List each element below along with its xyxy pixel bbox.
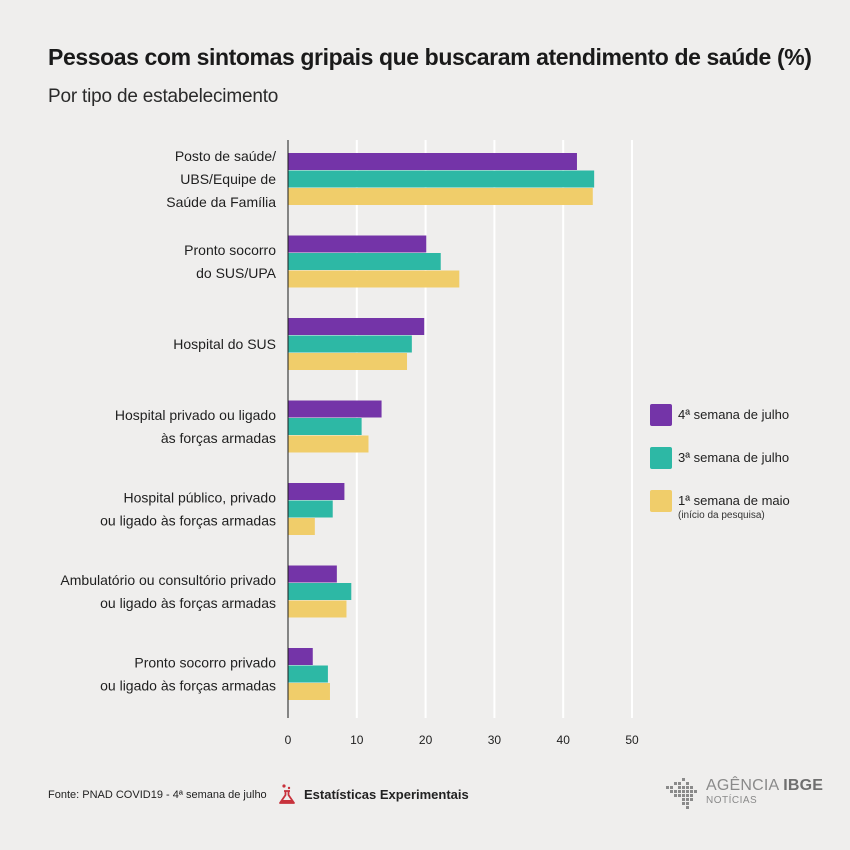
x-tick-label-40: 40 [557, 733, 571, 747]
brand-subtitle: NOTÍCIAS [706, 795, 758, 806]
experimental-statistics-label: Estatísticas Experimentais [304, 786, 469, 802]
ibge-logo-icon [666, 778, 697, 809]
legend-swatch-series-3 [650, 490, 672, 512]
bar-6-series-3 [288, 600, 347, 618]
bar-5-series-2 [288, 500, 333, 518]
agencia-ibge-logo: AGÊNCIA IBGE NOTÍCIAS [666, 778, 823, 812]
category-label-2: Pronto socorro do SUS/UPA [184, 242, 276, 281]
bar-1-series-2 [288, 170, 595, 188]
legend-item-series-1: 4ª semana de julho [650, 404, 789, 426]
legend-swatch-series-2 [650, 447, 672, 469]
category-label-7: Pronto socorro privado ou ligado às força… [100, 655, 276, 694]
bar-7-series-3 [288, 683, 330, 700]
category-label-3: Hospital do SUS [173, 336, 276, 352]
legend-item-series-3: 1ª semana de maio (início da pesquisa) [650, 490, 790, 523]
bar-4-series-2 [288, 418, 362, 435]
legend-note-series-3: (início da pesquisa) [678, 510, 765, 521]
experimental-statistics-badge: Estatísticas Experimentais [278, 783, 469, 805]
bar-6-series-1 [288, 565, 337, 583]
bar-5-series-3 [288, 518, 315, 535]
legend-item-series-2: 3ª semana de julho [650, 447, 789, 469]
legend-label-series-1: 4ª semana de julho [678, 407, 790, 422]
legend-swatch-series-1 [650, 404, 672, 426]
bar-3-series-2 [288, 335, 412, 353]
bar-4-series-3 [288, 435, 369, 453]
legend-label-series-3: 1ª semana de maio [678, 493, 790, 508]
bar-2-series-1 [288, 235, 427, 253]
bar-2-series-2 [288, 253, 441, 270]
category-label-1: Posto de saúde/UBS/Equipe de Saúde da Fam… [166, 148, 276, 210]
x-tick-label-50: 50 [625, 733, 639, 747]
category-label-5: Hospital público, privado ou ligado às fo… [100, 490, 276, 529]
bar-1-series-3 [288, 188, 593, 205]
bar-7-series-2 [288, 665, 328, 683]
bar-2-series-3 [288, 270, 460, 288]
bar-3-series-1 [288, 318, 425, 335]
x-tick-label-30: 30 [488, 733, 502, 747]
chart-title: Pessoas com sintomas gripais que buscara… [48, 44, 812, 70]
brand-prefix: AGÊNCIA [706, 777, 779, 794]
bar-1-series-1 [288, 153, 577, 170]
brand-name: IBGE [783, 777, 824, 794]
chart-subtitle: Por tipo de estabelecimento [48, 86, 279, 107]
x-tick-label-10: 10 [350, 733, 364, 747]
bar-6-series-2 [288, 583, 352, 600]
legend-label-series-2: 3ª semana de julho [678, 450, 790, 465]
x-tick-label-20: 20 [419, 733, 433, 747]
bar-7-series-1 [288, 648, 313, 665]
x-tick-label-0: 0 [285, 733, 292, 747]
category-label-6: Ambulatório ou consultório privado ou lig… [60, 572, 276, 611]
bar-4-series-1 [288, 400, 382, 418]
bar-5-series-1 [288, 483, 345, 500]
flask-icon [279, 784, 295, 804]
category-label-4: Hospital privado ou ligado às forças arma… [115, 407, 276, 446]
source-note: Fonte: PNAD COVID19 - 4ª semana de julho [48, 789, 267, 801]
bar-chart: Posto de saúde/UBS/Equipe de Saúde da Fam… [60, 140, 639, 747]
bar-3-series-3 [288, 353, 408, 370]
